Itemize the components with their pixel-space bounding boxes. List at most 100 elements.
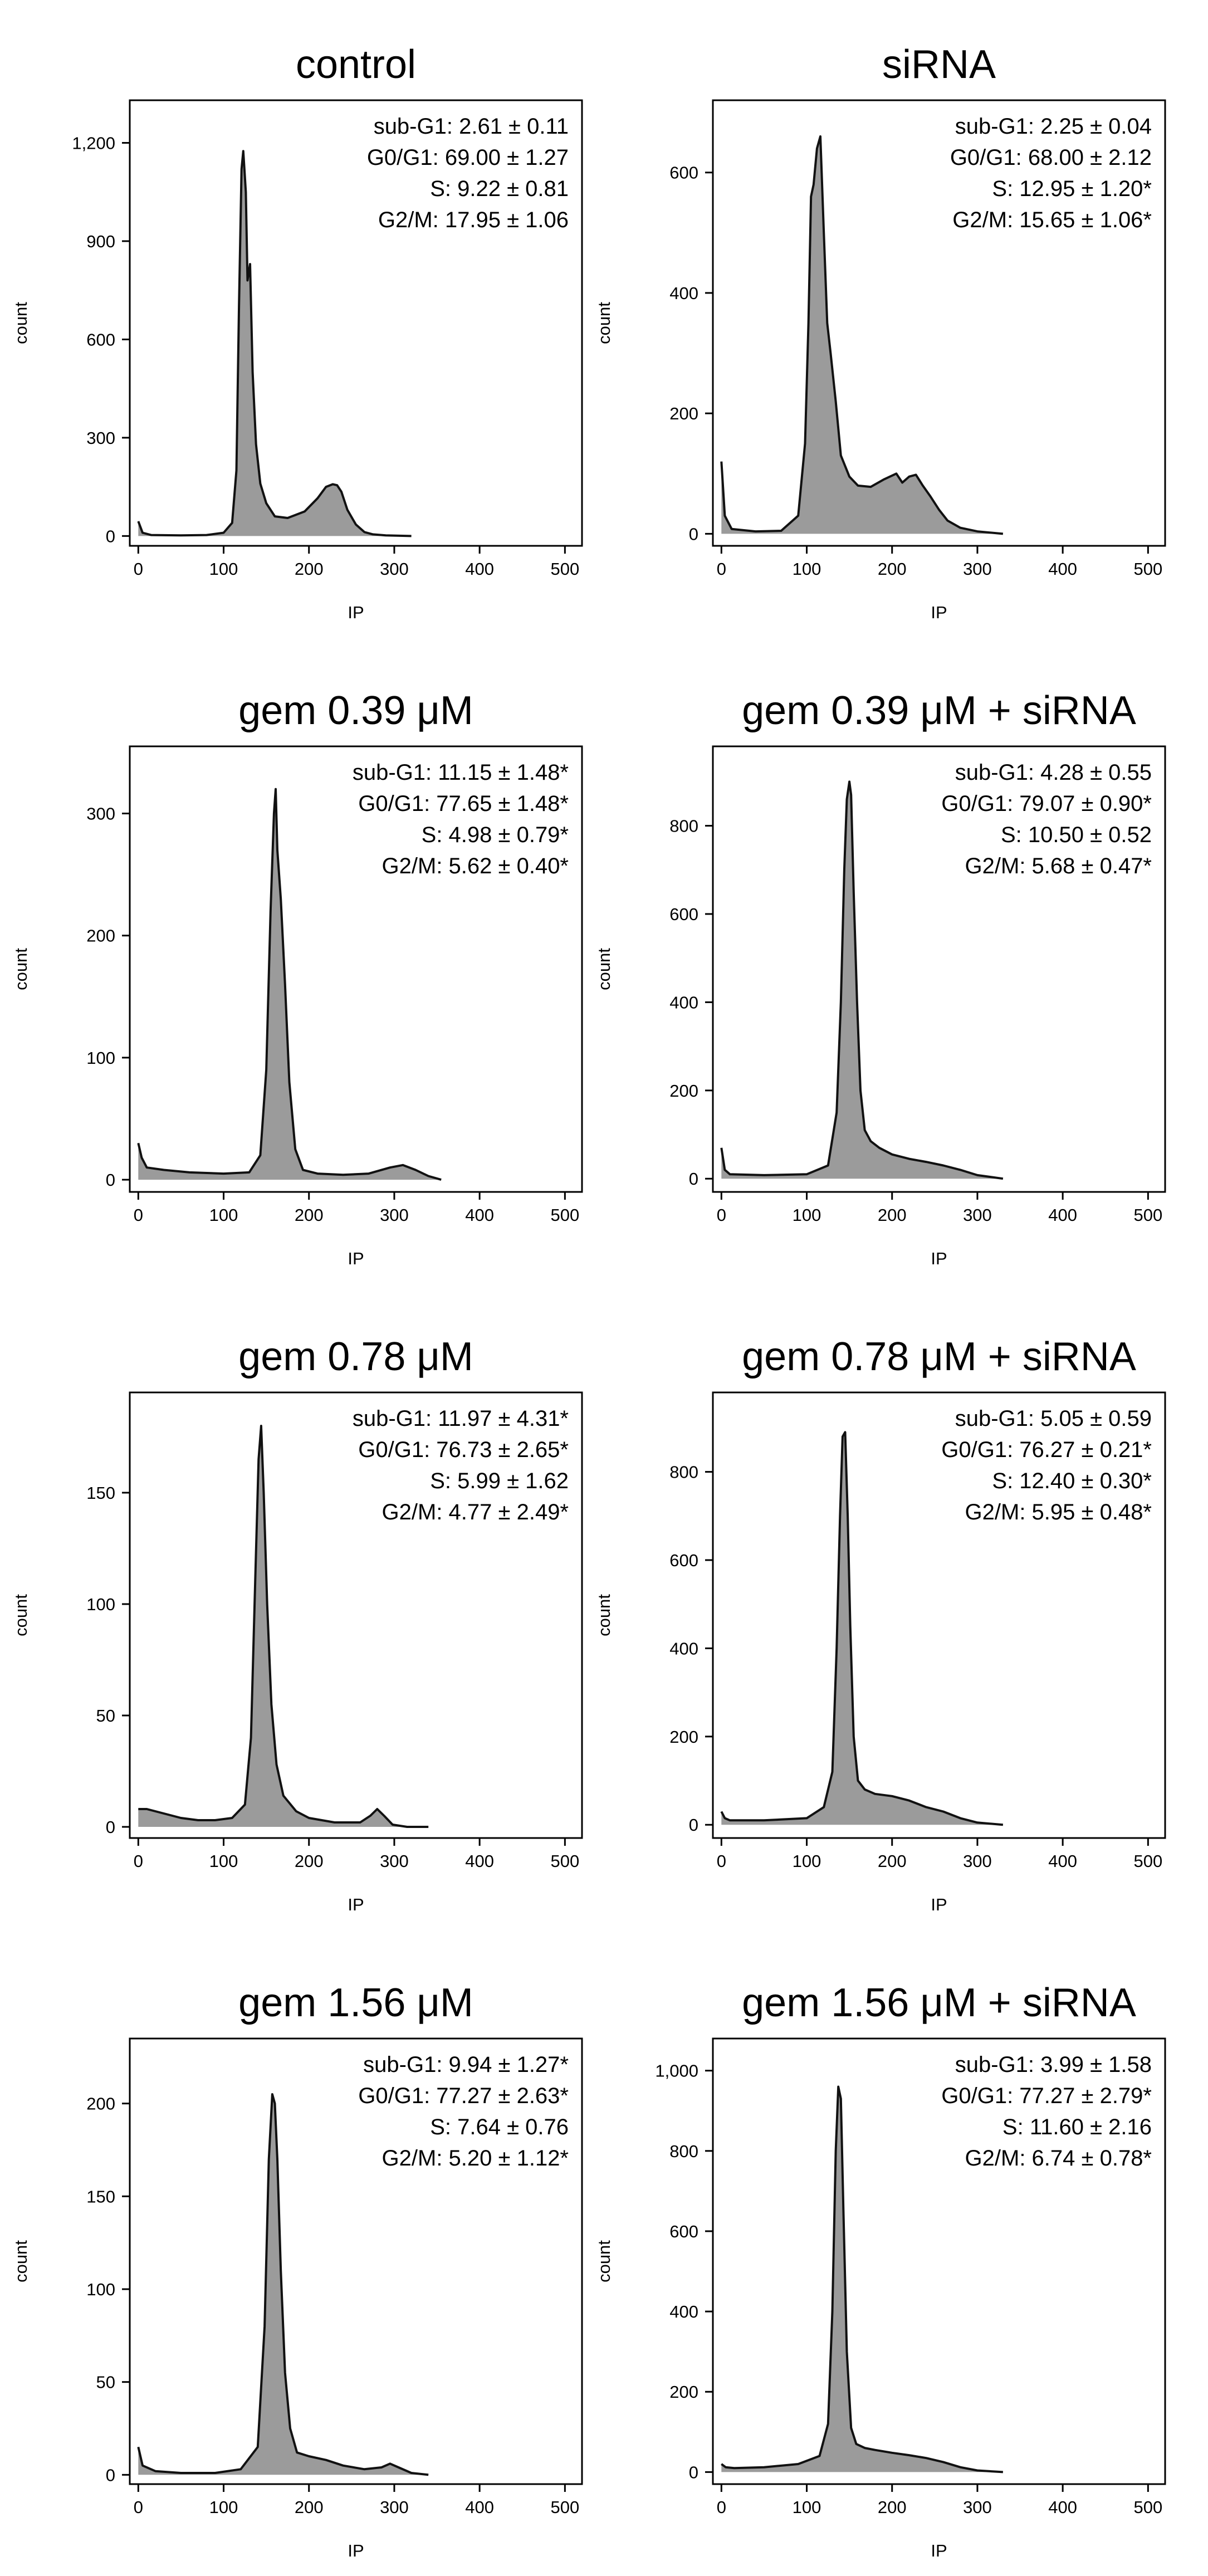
y-axis-label: count [594,2240,614,2282]
histogram-area [138,2094,429,2475]
x-tick-label: 0 [134,1205,143,1225]
x-axis-label: IP [348,2541,364,2560]
x-tick-label: 400 [465,1851,494,1871]
y-tick-label: 200 [669,1081,698,1101]
x-tick-label: 300 [380,1205,409,1225]
cell-cycle-stat: G0/G1: 76.73 ± 2.65* [358,1438,569,1462]
histogram-panel-1: control 0 100 200 300 400 500 0 300 600 900 1,200 IP… [11,42,583,622]
x-tick-label: 400 [1048,559,1077,579]
histogram-outline [720,135,1004,535]
y-tick-label: 50 [96,2373,115,2392]
plot-frame [712,99,1166,547]
y-axis-label: count [594,302,614,344]
x-axis-label: IP [348,1895,364,1914]
x-tick-label: 200 [878,2497,907,2517]
y-tick-label: 600 [669,163,698,183]
x-axis-label: IP [931,603,947,622]
cell-cycle-stat: G0/G1: 77.27 ± 2.79* [941,2084,1152,2108]
x-tick-label: 300 [380,2497,409,2517]
cell-cycle-stat: S: 12.95 ± 1.20* [992,177,1152,201]
y-axis-label: count [11,2240,31,2282]
cell-cycle-stat: S: 12.40 ± 0.30* [992,1469,1152,1493]
y-axis-label: count [11,1594,31,1636]
histogram-area [138,151,412,536]
cell-cycle-stat: sub-G1: 11.97 ± 4.31* [353,1406,569,1431]
x-tick-label: 0 [717,559,726,579]
x-tick-label: 100 [793,1205,821,1225]
y-tick-label: 150 [86,2187,115,2206]
y-tick-label: 0 [106,2465,115,2485]
cell-cycle-stat: sub-G1: 3.99 ± 1.58 [955,2052,1152,2077]
x-tick-label: 500 [550,559,579,579]
histogram-area [721,2086,1003,2472]
y-tick-label: 400 [669,1639,698,1658]
cell-cycle-stat: G0/G1: 76.27 ± 0.21* [941,1438,1152,1462]
y-tick-label: 200 [669,404,698,423]
panel-title: gem 0.39 μM [238,688,473,733]
panel-title: gem 1.56 μM [238,1981,473,2025]
cell-cycle-stat: G2/M: 6.74 ± 0.78* [965,2146,1152,2171]
histogram-area [138,1426,429,1827]
panel-title: gem 0.78 μM [238,1335,473,1379]
x-axis-label: IP [931,1895,947,1914]
x-tick-label: 0 [134,559,143,579]
x-tick-label: 0 [134,1851,143,1871]
y-tick-label: 150 [86,1483,115,1503]
y-tick-label: 100 [86,1595,115,1614]
x-tick-label: 0 [717,1205,726,1225]
plot-frame [129,99,583,547]
cell-cycle-stat: S: 10.50 ± 0.52 [1001,823,1152,847]
x-tick-label: 0 [717,2497,726,2517]
y-axis-label: count [11,302,31,344]
x-tick-label: 500 [1133,1205,1162,1225]
y-axis-label: count [594,1594,614,1636]
cell-cycle-stat: sub-G1: 11.15 ± 1.48* [353,760,569,785]
histogram-panel-2: siRNA 0 100 200 300 400 500 0 200 400 600 IP count su… [594,42,1166,622]
x-tick-label: 100 [209,559,238,579]
x-tick-label: 100 [793,2497,821,2517]
x-tick-label: 200 [878,1851,907,1871]
histogram-outline [138,1425,429,1828]
cell-cycle-stat: G0/G1: 79.07 ± 0.90* [941,791,1152,816]
histogram-outline [720,780,1004,1180]
y-tick-label: 600 [86,330,115,349]
y-tick-label: 600 [669,905,698,924]
cell-cycle-stat: sub-G1: 2.61 ± 0.11 [374,114,569,139]
x-tick-label: 500 [550,2497,579,2517]
y-tick-label: 0 [106,526,115,546]
x-axis-label: IP [931,1249,947,1268]
histogram-outline [721,2085,1004,2474]
cell-cycle-stat: sub-G1: 4.28 ± 0.55 [955,760,1152,785]
cell-cycle-stat: G2/M: 17.95 ± 1.06 [378,208,569,232]
x-tick-label: 200 [878,559,907,579]
cell-cycle-stat: G2/M: 5.62 ± 0.40* [382,854,569,878]
histogram-outline [137,2093,429,2476]
panel-title: control [296,42,416,87]
x-tick-label: 400 [465,2497,494,2517]
panel-title: gem 1.56 μM + siRNA [742,1981,1136,2025]
y-tick-label: 400 [669,283,698,303]
x-tick-label: 300 [963,1851,992,1871]
plot-frame [712,1391,1166,1839]
x-axis-label: IP [931,2541,947,2560]
histogram-panel-8: gem 1.56 μM + siRNA 0 100 200 300 400 500 0 200 4… [594,1981,1166,2560]
y-tick-label: 1,000 [655,2061,698,2081]
cell-cycle-stat: G2/M: 5.68 ± 0.47* [965,854,1152,878]
y-axis-label: count [594,948,614,990]
x-tick-label: 200 [295,1851,324,1871]
y-axis-label: count [11,948,31,990]
x-axis-label: IP [348,1249,364,1268]
histogram-panel-7: gem 1.56 μM 0 100 200 300 400 500 0 50 100 150 200 I… [11,1981,583,2560]
cell-cycle-stat: sub-G1: 2.25 ± 0.04 [955,114,1152,139]
x-tick-label: 200 [295,559,324,579]
x-tick-label: 300 [380,559,409,579]
plot-frame [712,745,1166,1193]
x-tick-label: 200 [295,2497,324,2517]
x-tick-label: 100 [209,2497,238,2517]
y-tick-label: 200 [669,2382,698,2402]
panel-title: gem 0.39 μM + siRNA [742,688,1136,733]
y-tick-label: 0 [689,1815,698,1835]
histogram-panel-5: gem 0.78 μM 0 100 200 300 400 500 0 50 100 150 IP co… [11,1335,583,1914]
histogram-outline [720,1431,1004,1826]
